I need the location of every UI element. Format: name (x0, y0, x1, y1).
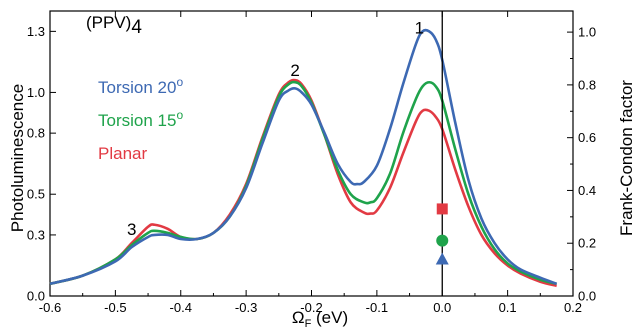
x-axis-symbol: Ω (292, 308, 305, 327)
legend-label: Torsion 20 (98, 78, 176, 97)
x-tick-label: 0.1 (499, 300, 517, 315)
y-right-tick-label: 0.2 (578, 236, 596, 251)
peak-label-2: 2 (290, 61, 299, 80)
x-axis-title: ΩF (eV) (292, 308, 348, 329)
y-left-tick-label: 0.0 (27, 289, 45, 304)
y-right-axis-title: Frank-Condon factor (617, 80, 636, 236)
y-left-axis-ticks: 0.0 0.3 0.5 0.8 1.0 1.3 (27, 24, 56, 304)
x-axis-ticks: -0.6 -0.5 -0.4 -0.3 -0.2 -0.1 0.0 0.1 0.2 (39, 11, 582, 315)
marker-circle-1 (436, 234, 449, 247)
series-line-0 (49, 78, 557, 288)
y-right-tick-label: 0.0 (578, 289, 596, 304)
x-tick-label: -0.1 (366, 300, 388, 315)
peak-label-1: 1 (415, 18, 424, 37)
x-tick-label: -0.2 (300, 300, 322, 315)
legend-label: Torsion 15 (98, 111, 176, 130)
frank-condon-markers (435, 203, 449, 265)
x-tick-label: -0.3 (235, 300, 257, 315)
x-tick-label: 0.2 (564, 300, 582, 315)
legend-item-planar: Planar (98, 144, 147, 163)
legend-degree: o (176, 75, 183, 89)
peak-label-3: 3 (127, 220, 136, 239)
x-tick-label: 0.0 (433, 300, 451, 315)
y-right-tick-label: 0.8 (578, 77, 596, 92)
y-left-axis-title: Photoluminescence (8, 84, 27, 232)
x-tick-label: -0.5 (104, 300, 126, 315)
marker-square-0 (436, 203, 448, 215)
legend: Torsion 20o Torsion 15o Planar (98, 75, 183, 163)
y-right-tick-label: 0.4 (578, 183, 596, 198)
y-left-tick-label: 1.3 (27, 24, 45, 39)
peak-labels: 1 2 3 (127, 18, 424, 239)
y-left-tick-label: 1.0 (27, 85, 45, 100)
x-tick-label: -0.6 (39, 300, 61, 315)
x-axis-subscript: F (305, 318, 312, 329)
y-left-tick-label: 0.8 (27, 126, 45, 141)
legend-item-torsion-20: Torsion 20o (98, 75, 183, 97)
molecule-annotation: (PPV)4 (86, 13, 142, 38)
y-left-tick-label: 0.3 (27, 227, 45, 242)
y-right-axis-ticks: 0.0 0.2 0.4 0.6 0.8 1.0 (567, 25, 596, 304)
series-line-1 (49, 80, 557, 286)
legend-label: Planar (98, 144, 147, 163)
y-right-tick-label: 0.6 (578, 130, 596, 145)
series-line-2 (49, 28, 558, 286)
series-layer (49, 28, 558, 288)
molecule-name: (PPV) (86, 13, 131, 32)
y-left-tick-label: 0.5 (27, 187, 45, 202)
marker-triangle-2 (435, 252, 449, 265)
legend-degree: o (176, 108, 183, 122)
y-right-tick-label: 1.0 (578, 25, 596, 40)
x-axis-unit: (eV) (311, 308, 348, 327)
x-tick-label: -0.4 (170, 300, 192, 315)
molecule-subscript: 4 (131, 17, 142, 38)
legend-item-torsion-15: Torsion 15o (98, 108, 183, 130)
